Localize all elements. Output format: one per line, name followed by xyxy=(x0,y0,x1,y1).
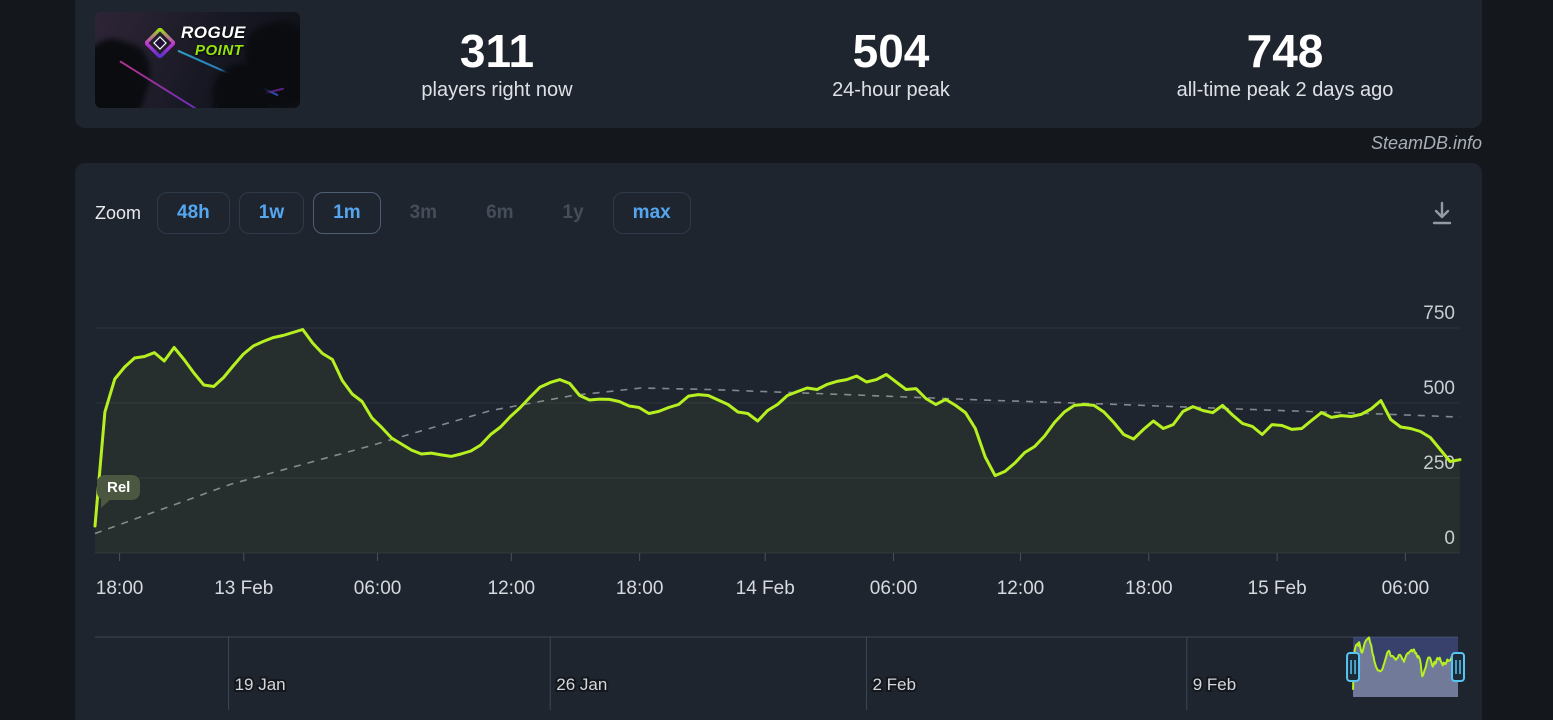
stats-panel: ROGUE POINT 311 players right now 504 24… xyxy=(75,0,1482,128)
stat-label: all-time peak 2 days ago xyxy=(1176,78,1394,101)
download-button[interactable] xyxy=(1424,195,1460,231)
watermark: SteamDB.info xyxy=(1370,133,1482,153)
zoom-button-3m: 3m xyxy=(390,192,457,234)
rogue-point-logo: ROGUE POINT xyxy=(145,24,246,58)
zoom-button-1m[interactable]: 1m xyxy=(313,192,381,234)
logo-line2: POINT xyxy=(195,42,244,59)
x-axis-label: 06:00 xyxy=(354,578,402,599)
x-axis-label: 12:00 xyxy=(997,578,1045,599)
game-banner[interactable]: ROGUE POINT xyxy=(95,12,300,108)
x-axis-label: 13 Feb xyxy=(214,578,273,599)
stat-24h-peak: 504 24-hour peak xyxy=(694,26,1088,102)
zoom-button-group: 48h 1w 1m 3m 6m 1y max xyxy=(157,192,700,234)
series-line xyxy=(93,328,1462,528)
stat-alltime-peak: 748 all-time peak 2 days ago xyxy=(1088,26,1482,102)
navigator-area xyxy=(1353,637,1458,697)
nav-handle-right[interactable] xyxy=(1451,652,1465,682)
chart-toolbar: Zoom 48h 1w 1m 3m 6m 1y max xyxy=(95,192,1460,234)
zoom-button-1w[interactable]: 1w xyxy=(238,192,305,234)
stat-current-players: 311 players right now xyxy=(300,26,694,102)
navigator-label: 9 Feb xyxy=(1193,675,1236,694)
rogue-point-logo-icon xyxy=(145,28,175,58)
x-axis-label: 06:00 xyxy=(1382,578,1430,599)
x-axis-label: 06:00 xyxy=(870,578,918,599)
release-badge[interactable]: Rel xyxy=(97,475,141,508)
x-axis-label: 15 Feb xyxy=(1248,578,1307,599)
stat-value: 311 xyxy=(459,25,535,78)
y-axis-label: 750 xyxy=(1423,303,1455,324)
y-axis-label: 500 xyxy=(1423,378,1455,399)
y-axis-label: 0 xyxy=(1444,528,1455,549)
stat-label: 24-hour peak xyxy=(832,78,950,101)
navigator-label: 26 Jan xyxy=(556,675,607,694)
zoom-button-max[interactable]: max xyxy=(612,192,691,234)
x-axis-label: 14 Feb xyxy=(736,578,795,599)
nav-handle-left[interactable] xyxy=(1346,652,1361,682)
banner-art xyxy=(213,64,269,108)
stat-label: players right now xyxy=(421,78,573,101)
x-axis-label: 18:00 xyxy=(1125,578,1173,599)
zoom-button-6m: 6m xyxy=(466,192,533,234)
navigator-label: 2 Feb xyxy=(872,675,915,694)
content-column: ROGUE POINT 311 players right now 504 24… xyxy=(75,0,1482,128)
download-icon xyxy=(1432,201,1452,225)
x-axis-label: 18:00 xyxy=(96,578,144,599)
x-axis-label: 18:00 xyxy=(616,578,664,599)
logo-line1: ROGUE xyxy=(181,23,246,42)
zoom-button-48h[interactable]: 48h xyxy=(157,192,230,234)
zoom-label: Zoom xyxy=(95,202,142,223)
navigator-label: 19 Jan xyxy=(235,675,286,694)
navigator-sparkline xyxy=(1352,636,1459,690)
trend-line xyxy=(94,387,1461,535)
series-area xyxy=(95,329,1460,553)
zoom-button-1y: 1y xyxy=(543,192,604,234)
x-axis-label: 12:00 xyxy=(488,578,536,599)
stat-value: 504 xyxy=(852,25,930,78)
stats-row: 311 players right now 504 24-hour peak 7… xyxy=(300,26,1482,102)
stat-value: 748 xyxy=(1246,25,1324,78)
